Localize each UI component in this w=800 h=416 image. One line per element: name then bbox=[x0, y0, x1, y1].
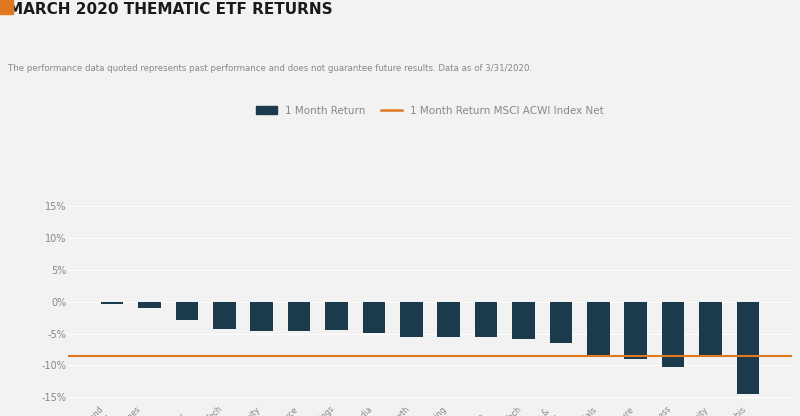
Bar bbox=[625, 302, 647, 359]
Bar bbox=[400, 302, 422, 337]
Bar bbox=[512, 302, 534, 339]
Bar bbox=[699, 302, 722, 356]
Bar bbox=[662, 302, 684, 366]
Bar bbox=[176, 302, 198, 319]
Bar bbox=[326, 302, 348, 330]
Bar bbox=[288, 302, 310, 331]
Bar bbox=[362, 302, 385, 333]
Bar bbox=[250, 302, 273, 331]
Bar bbox=[138, 302, 161, 308]
Bar bbox=[438, 302, 460, 337]
Bar bbox=[213, 302, 235, 329]
Text: MARCH 2020 THEMATIC ETF RETURNS: MARCH 2020 THEMATIC ETF RETURNS bbox=[8, 2, 333, 17]
Bar bbox=[101, 302, 123, 304]
Bar bbox=[587, 302, 610, 356]
Text: The performance data quoted represents past performance and does not guarantee f: The performance data quoted represents p… bbox=[8, 64, 532, 74]
Bar bbox=[475, 302, 498, 337]
Legend: 1 Month Return, 1 Month Return MSCI ACWI Index Net: 1 Month Return, 1 Month Return MSCI ACWI… bbox=[252, 102, 608, 120]
Bar bbox=[550, 302, 572, 343]
Bar bbox=[737, 302, 759, 394]
